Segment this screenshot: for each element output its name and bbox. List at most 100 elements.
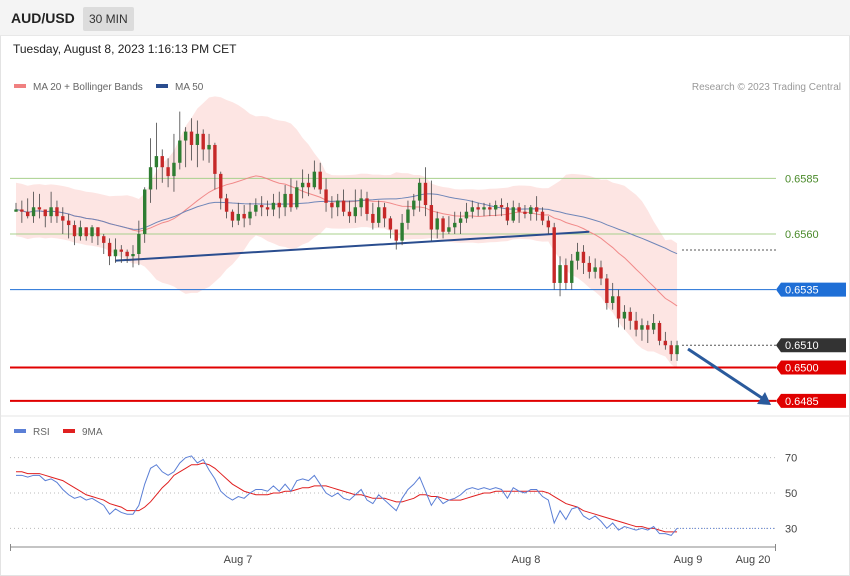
candle-body xyxy=(388,218,393,230)
credit-label: Research © 2023 Trading Central xyxy=(692,82,841,93)
candle-body xyxy=(26,211,30,217)
candle-body xyxy=(622,311,627,319)
support-trendline xyxy=(115,230,590,262)
candle-body xyxy=(78,227,83,237)
candle-body xyxy=(102,236,106,243)
time-axis-label: Aug 8 xyxy=(512,554,541,566)
candle-body xyxy=(143,189,147,234)
forecast-arrow xyxy=(687,347,771,405)
candle-body xyxy=(663,340,668,346)
candle-body xyxy=(31,207,36,217)
candle-body xyxy=(336,200,340,208)
ma50-line xyxy=(15,193,678,255)
level-badge-0.6500 xyxy=(776,360,846,375)
candle-body xyxy=(289,193,293,208)
candle-body xyxy=(183,131,188,141)
candle-body xyxy=(55,207,59,217)
candle-body xyxy=(43,209,47,217)
time-axis-label: Aug 20 xyxy=(736,554,771,566)
candle-body xyxy=(523,211,527,214)
candle-body xyxy=(353,207,357,217)
top-bar: AUD/USD 30 MIN xyxy=(0,0,850,36)
candle-body xyxy=(324,189,328,203)
time-axis: Aug 7 Aug 8 Aug 9 Aug 20 xyxy=(10,544,776,566)
candle-body xyxy=(534,207,539,212)
level-label-0.6585: 0.6585 xyxy=(785,173,819,185)
candle-body xyxy=(260,205,264,208)
candle-body xyxy=(494,205,498,210)
candle-body xyxy=(172,162,176,177)
candle-body xyxy=(406,209,410,223)
candle-body xyxy=(271,202,276,210)
candle-body xyxy=(417,182,422,201)
candle-body xyxy=(107,242,112,257)
candle-body xyxy=(347,211,352,217)
rsi-tick-30: 30 xyxy=(785,523,797,535)
candle-body xyxy=(119,249,123,252)
candle-body xyxy=(359,198,363,208)
level-labels: 0.6585 0.6560 0.6535 0.6510 0.6500 0.6485 xyxy=(776,173,846,408)
level-badge-0.6485 xyxy=(776,393,846,408)
candle-body xyxy=(453,222,457,228)
candle-body xyxy=(318,171,322,190)
candle-body xyxy=(66,220,71,226)
candle-body xyxy=(224,198,229,212)
candle-body xyxy=(488,207,492,210)
forecast-arrow-head xyxy=(757,392,771,405)
rsi-legend-swatch xyxy=(14,429,26,433)
candle-body xyxy=(675,345,679,355)
candle-body xyxy=(435,218,439,230)
candle-body xyxy=(148,167,153,190)
candle-body xyxy=(189,131,194,145)
candle-body xyxy=(72,225,77,237)
candle-body xyxy=(458,218,463,223)
candle-body xyxy=(529,207,533,214)
candle-body xyxy=(470,207,474,212)
rsi-ma-legend-swatch xyxy=(63,429,75,433)
timeframe-button[interactable]: 30 MIN xyxy=(83,7,134,31)
candle-body xyxy=(201,133,205,150)
candle-body xyxy=(482,207,486,210)
candle-body xyxy=(213,144,217,174)
candle-body xyxy=(412,200,416,210)
candle-body xyxy=(90,227,94,237)
candle-body xyxy=(552,227,556,283)
candle-body xyxy=(382,207,387,219)
candle-body xyxy=(113,249,118,257)
candle-body xyxy=(570,260,574,283)
rsi-line xyxy=(16,455,678,536)
bollinger-band-area xyxy=(16,96,678,369)
candle-body xyxy=(464,211,469,219)
candle-body xyxy=(505,207,510,221)
candle-body xyxy=(84,227,88,237)
candle-body xyxy=(423,182,428,206)
candle-body xyxy=(37,207,42,210)
candle-body xyxy=(476,207,480,210)
candle-body xyxy=(265,207,270,210)
rsi-ma-legend-label: 9MA xyxy=(82,427,103,438)
ma20-legend-label: MA 20 + Bollinger Bands xyxy=(33,82,143,93)
rsi-panel: 70 50 30 xyxy=(10,453,797,536)
level-label-0.6535: 0.6535 xyxy=(785,285,819,297)
candle-body xyxy=(49,207,53,217)
rsi-tick-70: 70 xyxy=(785,453,797,465)
candle-body xyxy=(540,211,545,221)
candle-body xyxy=(511,207,515,221)
timestamp: Tuesday, August 8, 2023 1:16:13 PM CET xyxy=(13,42,237,56)
candle-body xyxy=(306,182,311,188)
candle-body xyxy=(593,267,597,272)
level-badge-0.6535 xyxy=(776,282,846,297)
candle-body xyxy=(137,233,141,254)
candle-body xyxy=(400,222,404,241)
candle-body xyxy=(207,144,211,150)
candle-body xyxy=(441,218,445,232)
candle-body xyxy=(546,220,551,228)
candles xyxy=(14,111,679,361)
candle-body xyxy=(295,187,299,208)
candle-body xyxy=(300,182,305,188)
rsi-ma-line xyxy=(16,462,678,533)
level-label-0.6510: 0.6510 xyxy=(785,340,819,352)
candle-body xyxy=(371,213,375,223)
ma20-legend-swatch xyxy=(14,84,26,88)
